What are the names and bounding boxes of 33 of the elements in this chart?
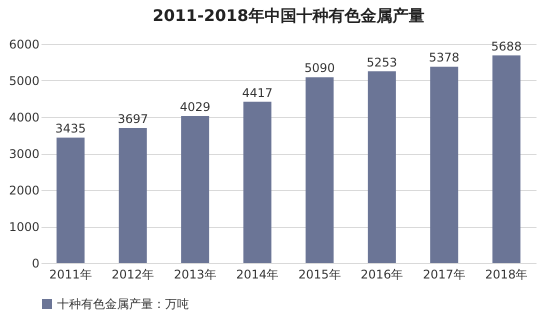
y-tick-label: 5000: [8, 74, 40, 88]
bar: [118, 128, 147, 263]
data-label: 3697: [118, 112, 148, 126]
y-tick-label: 3000: [8, 147, 40, 161]
x-tick-label: 2014年: [236, 268, 279, 282]
data-label: 4417: [242, 86, 273, 100]
y-tick-label: 2000: [8, 184, 40, 198]
bar: [492, 55, 520, 263]
bar: [56, 138, 85, 263]
x-tick-label: 2016年: [360, 268, 404, 282]
data-label: 5688: [491, 39, 522, 54]
bar: [181, 116, 210, 263]
data-label: 5090: [304, 61, 335, 76]
y-tick-label: 6000: [8, 38, 40, 52]
x-tick-label: 2017年: [422, 268, 466, 282]
y-tick-label: 1000: [8, 220, 40, 234]
x-tick-label: 2011年: [49, 268, 92, 282]
data-label: 5378: [428, 50, 460, 65]
y-tick-label: 4000: [8, 110, 40, 124]
data-label: 4029: [180, 100, 210, 114]
chart-title: 2011-2018年中国十种有色金属产量: [152, 6, 424, 25]
bar: [368, 71, 396, 263]
x-tick-label: 2018年: [485, 268, 528, 282]
data-label: 5253: [366, 55, 398, 70]
bar: [243, 102, 272, 263]
y-tick-label: 0: [32, 256, 40, 270]
x-tick-label: 2015年: [298, 268, 341, 282]
data-label: 3435: [55, 122, 86, 136]
x-tick-label: 2013年: [174, 268, 216, 282]
bar: [430, 66, 458, 263]
x-tick-label: 2012年: [112, 268, 154, 282]
legend-label: 十种有色金属产量：万吨: [57, 297, 189, 311]
bar: [306, 77, 334, 263]
